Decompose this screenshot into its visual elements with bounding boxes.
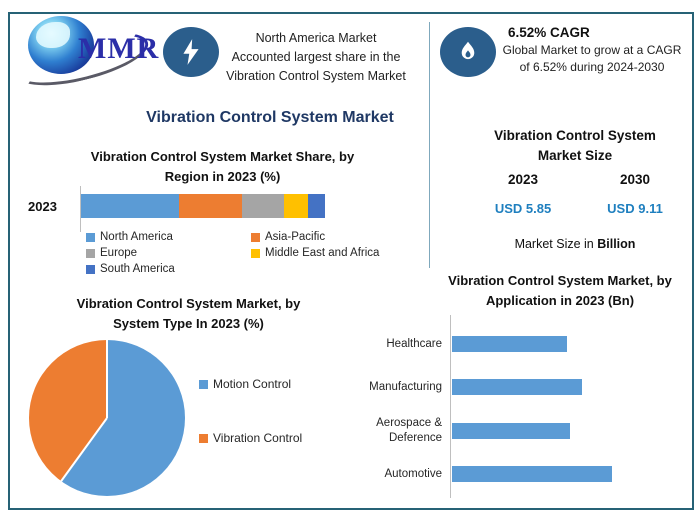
- application-chart-title-line: Application in 2023 (Bn): [485, 292, 635, 308]
- pie-chart-title-line: Vibration Control System Market, by: [76, 296, 301, 311]
- cagr-box: 6.52% CAGR Global Market to grow at a CA…: [498, 25, 686, 76]
- market-size-value-2030: USD 9.11: [607, 201, 663, 216]
- application-bar-healthcare: [452, 335, 567, 352]
- legend-swatch-icon: [251, 248, 260, 258]
- pie-chart-title: Vibration Control System Market, by Syst…: [26, 294, 351, 333]
- legend-item-north-america: North America: [86, 231, 251, 243]
- region-chart-title: Vibration Control System Market Share, b…: [60, 147, 385, 187]
- application-axis-line: [450, 315, 451, 498]
- legend-item-south-america: South America: [86, 263, 251, 275]
- main-title: Vibration Control System Market: [146, 109, 394, 126]
- globe-icon: [28, 16, 94, 74]
- legend-label: Asia-Pacific: [265, 231, 326, 243]
- application-bar-manufacturing: [452, 379, 582, 396]
- region-bar-segment-middle-east-and-africa: [283, 194, 308, 218]
- legend-item-middle-east-and-africa: Middle East and Africa: [251, 247, 391, 259]
- region-chart-title-line: Vibration Control System Market Share, b…: [90, 149, 355, 164]
- region-legend: North America Asia-Pacific Europe Middle Ea…: [86, 231, 391, 275]
- pie-legend: Motion Control Vibration Control: [199, 377, 302, 445]
- region-bar-segment-asia-pacific: [178, 194, 243, 218]
- application-bar-aerospace-deference: [452, 422, 570, 439]
- pie-legend-item-motion-control: Motion Control: [199, 377, 302, 391]
- pie-chart-title-line: System Type In 2023 (%): [113, 315, 264, 331]
- legend-label: South America: [100, 263, 175, 275]
- application-bar-row: Aerospace & Deference: [330, 409, 630, 453]
- market-size-title-line: Market Size: [537, 148, 613, 164]
- application-bar-automotive: [452, 466, 612, 483]
- legend-item-europe: Europe: [86, 247, 251, 259]
- legend-label: Europe: [100, 247, 138, 259]
- cagr-heading: 6.52% CAGR: [508, 25, 590, 40]
- mmr-logo: MMR: [10, 12, 166, 96]
- market-size-title: Vibration Control System Market Size: [452, 126, 698, 167]
- application-chart-rows: Healthcare Manufacturing Aerospace & Defer…: [330, 322, 630, 496]
- market-size-year-2030: 2030: [619, 172, 651, 187]
- legend-label: Middle East and Africa: [265, 247, 380, 259]
- application-category-label: Manufacturing: [369, 381, 442, 394]
- application-bar-row: Automotive: [330, 453, 630, 497]
- region-axis-line: [80, 186, 81, 232]
- market-size-note: Market Size in Billion: [452, 237, 698, 251]
- legend-swatch-icon: [199, 433, 208, 443]
- legend-swatch-icon: [199, 379, 208, 389]
- market-size-value-2023: USD 5.85: [494, 201, 552, 216]
- market-size-title-line: Vibration Control System: [494, 128, 656, 143]
- legend-swatch-icon: [86, 264, 95, 274]
- legend-label: Vibration Control: [213, 431, 303, 445]
- region-bar-segment-south-america: [307, 194, 325, 218]
- flame-icon: [440, 27, 496, 77]
- application-bar-row: Healthcare: [330, 322, 630, 366]
- cagr-description: Global Market to grow at a CAGR of 6.52%…: [502, 43, 682, 74]
- region-bar-segment-north-america: [81, 194, 179, 218]
- market-size-year-2023: 2023: [507, 172, 539, 187]
- highlight-line: Accounted largest share in the: [231, 49, 401, 64]
- region-chart-title-line: Region in 2023 (%): [164, 169, 281, 185]
- mmr-logo-text: MMR: [78, 32, 160, 65]
- vertical-divider: [429, 22, 430, 268]
- north-america-highlight-note: North America Market Accounted largest s…: [210, 29, 422, 85]
- pie-legend-item-vibration-control: Vibration Control: [199, 431, 302, 445]
- legend-swatch-icon: [251, 232, 260, 242]
- application-chart-title: Vibration Control System Market, by Appl…: [430, 271, 690, 310]
- application-category-label: Healthcare: [386, 337, 442, 350]
- legend-swatch-icon: [86, 248, 95, 258]
- pie-split-line-1: [106, 340, 108, 418]
- system-type-pie: [29, 340, 185, 496]
- application-bar-row: Manufacturing: [330, 366, 630, 410]
- pie-split-line-2: [60, 417, 108, 482]
- legend-swatch-icon: [86, 232, 95, 242]
- legend-item-asia-pacific: Asia-Pacific: [251, 231, 391, 243]
- application-category-label: Automotive: [384, 468, 442, 481]
- lightning-bolt-icon: [163, 27, 219, 77]
- region-stacked-bar: [81, 194, 325, 218]
- legend-label: Motion Control: [213, 377, 292, 391]
- highlight-line: Vibration Control System Market: [226, 68, 406, 83]
- application-chart-title-line: Vibration Control System Market, by: [448, 273, 672, 288]
- legend-label: North America: [100, 231, 173, 243]
- highlight-line: North America Market: [255, 31, 377, 45]
- application-category-label: Aerospace & Deference: [376, 417, 442, 444]
- market-size-note-prefix: Market Size in: [514, 237, 598, 251]
- region-bar-segment-europe: [242, 194, 284, 218]
- region-year-label: 2023: [28, 199, 57, 214]
- market-size-note-unit: Billion: [597, 237, 636, 251]
